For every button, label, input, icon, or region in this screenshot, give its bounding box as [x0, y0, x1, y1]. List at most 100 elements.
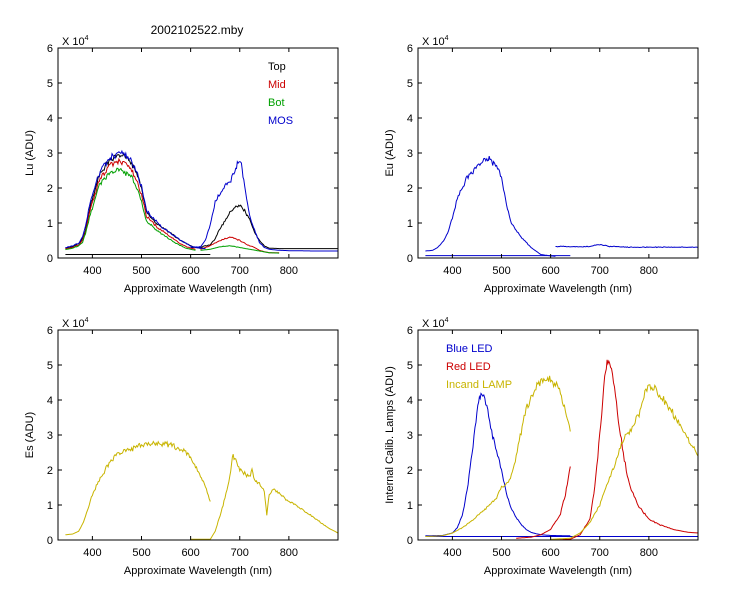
y-tick-label: 5	[47, 360, 53, 372]
series-top-line	[190, 204, 338, 250]
y-tick-label: 2	[47, 183, 53, 195]
y-tick-label: 5	[407, 78, 413, 90]
y-tick-label: 2	[407, 183, 413, 195]
y-tick-label: 3	[47, 148, 53, 160]
y-multiplier-exponent: 4	[85, 317, 89, 324]
x-tick-label: 600	[181, 265, 199, 277]
series-mos-line	[65, 149, 206, 250]
series-line-line	[65, 440, 211, 536]
x-tick-label: 700	[591, 265, 609, 277]
panel-calib-lamps: 400 500 600 700 800 0 1 2 3 4 5 6 X 104 Approximate W…	[384, 317, 699, 577]
y-tick-label: 1	[407, 500, 413, 512]
y-multiplier-exponent: 4	[445, 35, 449, 42]
panel-lu: 400 500 600 700 800 0 1 2 3 4 5 6 X 104 Approximate W…	[24, 35, 339, 295]
y-multiplier-exponent: 4	[85, 35, 89, 42]
y-tick-label: 4	[407, 113, 413, 125]
x-tick-label: 400	[443, 265, 461, 277]
y-axis-label: Internal Calib. Lamps (ADU)	[384, 366, 396, 504]
y-tick-label: 3	[407, 148, 413, 160]
y-multiplier-label: X 104	[422, 35, 449, 48]
y-tick-label: 6	[47, 43, 53, 55]
plot-frame	[57, 329, 339, 541]
legend-item-top: Top	[268, 61, 286, 73]
y-tick-label: 1	[407, 218, 413, 230]
x-axis-label: Approximate Wavelength (nm)	[484, 565, 632, 577]
y-tick-label: 4	[47, 113, 53, 125]
series-incand-lamp-line	[425, 375, 571, 537]
legend-item-mos: MOS	[268, 115, 293, 127]
y-tick-label: 5	[407, 360, 413, 372]
y-tick-label: 6	[47, 325, 53, 337]
y-axis-label: Lu (ADU)	[24, 130, 36, 176]
y-tick-label: 2	[407, 465, 413, 477]
x-tick-label: 500	[132, 265, 150, 277]
x-tick-label: 500	[492, 265, 510, 277]
legend-item-blue-led: Blue LED	[446, 343, 493, 355]
x-tick-label: 600	[181, 547, 199, 559]
plot-area	[65, 149, 338, 255]
y-tick-label: 0	[407, 535, 413, 547]
x-tick-label: 700	[231, 547, 249, 559]
x-tick-label: 700	[591, 547, 609, 559]
y-tick-label: 0	[47, 253, 53, 265]
series-mid-line	[200, 236, 280, 254]
series-mid-line	[65, 157, 196, 250]
figure-title: 2002102522.mby	[151, 23, 244, 37]
x-axis-label: Approximate Wavelength (nm)	[484, 283, 632, 295]
x-tick-label: 800	[280, 265, 298, 277]
x-tick-label: 400	[443, 547, 461, 559]
plot-area	[425, 359, 698, 540]
x-tick-label: 400	[83, 547, 101, 559]
legend-item-red-led: Red LED	[446, 361, 491, 373]
panel-eu: 400 500 600 700 800 0 1 2 3 4 5 6 X 104 Approximate W…	[384, 35, 699, 295]
series-incand-lamp-line	[550, 384, 698, 540]
y-tick-label: 6	[407, 325, 413, 337]
y-tick-label: 3	[407, 430, 413, 442]
series-blue-led-line	[425, 392, 571, 537]
y-tick-label: 2	[47, 465, 53, 477]
x-tick-label: 500	[132, 547, 150, 559]
x-tick-label: 400	[83, 265, 101, 277]
plot-frame	[57, 47, 339, 259]
y-axis-label: Es (ADU)	[24, 412, 36, 458]
series-red-led-line	[550, 359, 698, 540]
plot-frame	[417, 47, 699, 259]
x-axis-label: Approximate Wavelength (nm)	[124, 565, 272, 577]
y-tick-label: 4	[47, 395, 53, 407]
legend-item-mid: Mid	[268, 79, 286, 91]
series-bot-line	[65, 167, 196, 251]
y-tick-label: 4	[407, 395, 413, 407]
y-multiplier-label: X 104	[62, 35, 89, 48]
series-line-line	[555, 243, 698, 249]
series-line-line	[425, 155, 556, 257]
x-tick-label: 600	[541, 265, 559, 277]
series-red-led-line	[516, 466, 571, 539]
series-line-line	[190, 454, 338, 540]
plot-area	[425, 155, 698, 257]
x-tick-label: 800	[640, 547, 658, 559]
panel-es: 400 500 600 700 800 0 1 2 3 4 5 6 X 104 Approximate W…	[24, 317, 339, 577]
plot-area	[65, 440, 338, 540]
y-axis-label: Eu (ADU)	[384, 129, 396, 176]
x-axis-label: Approximate Wavelength (nm)	[124, 283, 272, 295]
y-multiplier-label: X 104	[422, 317, 449, 330]
y-tick-label: 6	[407, 43, 413, 55]
x-tick-label: 800	[280, 547, 298, 559]
series-mos-line	[190, 160, 338, 252]
series-bot-line	[200, 245, 280, 254]
y-tick-label: 1	[47, 218, 53, 230]
x-tick-label: 700	[231, 265, 249, 277]
y-multiplier-label: X 104	[62, 317, 89, 330]
y-tick-label: 0	[407, 253, 413, 265]
x-tick-label: 800	[640, 265, 658, 277]
legend-item-incand-lamp: Incand LAMP	[446, 379, 512, 391]
y-tick-label: 3	[47, 430, 53, 442]
x-tick-label: 500	[492, 547, 510, 559]
y-multiplier-exponent: 4	[445, 317, 449, 324]
y-tick-label: 1	[47, 500, 53, 512]
x-tick-label: 600	[541, 547, 559, 559]
y-tick-label: 0	[47, 535, 53, 547]
y-tick-label: 5	[47, 78, 53, 90]
legend-item-bot: Bot	[268, 97, 285, 109]
